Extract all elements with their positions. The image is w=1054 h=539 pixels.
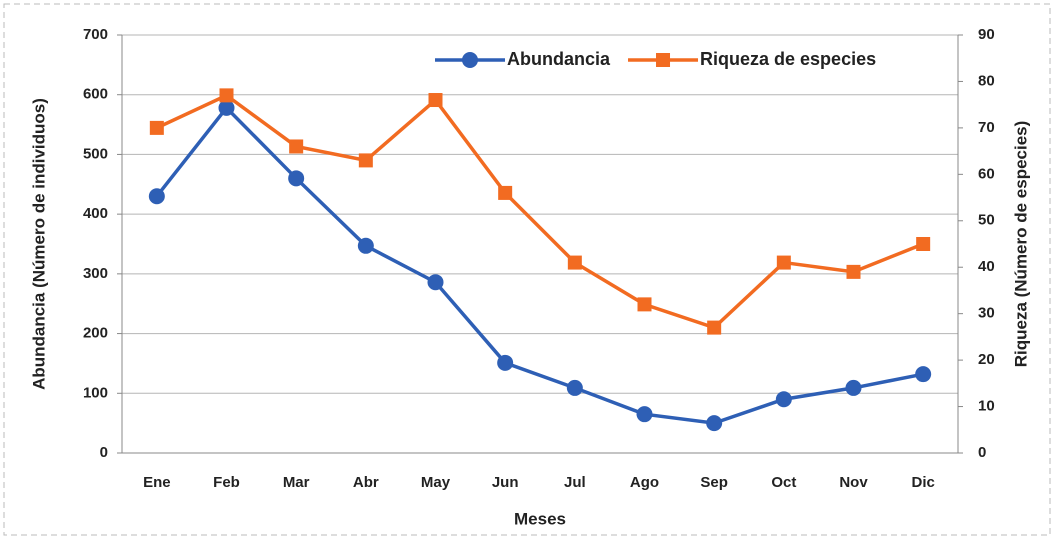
x-tick-label: Mar xyxy=(283,474,310,491)
legend-marker xyxy=(656,53,671,67)
x-tick-label: Oct xyxy=(771,474,796,491)
y-tick-label: 500 xyxy=(83,145,108,162)
marker xyxy=(637,297,652,312)
marker xyxy=(357,237,374,254)
y2-tick-label: 10 xyxy=(978,398,995,415)
x-tick-label: Feb xyxy=(213,474,240,491)
marker xyxy=(289,139,304,154)
series-line xyxy=(155,105,924,425)
marker xyxy=(358,153,373,168)
x-tick-label: Ago xyxy=(630,474,659,491)
legend-label: Abundancia xyxy=(507,49,611,69)
y2-tick-label: 30 xyxy=(978,305,995,322)
marker xyxy=(915,366,932,383)
y-tick-label: 300 xyxy=(83,265,108,282)
y2-tick-label: 20 xyxy=(978,351,995,368)
marker xyxy=(148,188,165,205)
y-tick-label: 100 xyxy=(83,384,108,401)
marker xyxy=(775,391,792,408)
x-tick-label: Jun xyxy=(492,474,519,491)
y-axis-label: Abundancia (Número de individuos) xyxy=(29,98,48,390)
x-tick-label: Jul xyxy=(564,474,586,491)
marker xyxy=(707,320,722,335)
y-tick-label: 0 xyxy=(100,444,108,461)
marker xyxy=(567,255,582,270)
y-tick-label: 200 xyxy=(83,325,108,342)
frame xyxy=(3,3,1051,536)
legend-label: Riqueza de especies xyxy=(700,49,876,69)
marker xyxy=(149,120,164,135)
x-tick-label: Ene xyxy=(143,474,171,491)
marker xyxy=(916,237,931,251)
y2-tick-label: 0 xyxy=(978,444,986,461)
y2-tick-label: 40 xyxy=(978,258,995,275)
marker xyxy=(427,274,444,291)
marker xyxy=(219,88,234,103)
y2-tick-label: 90 xyxy=(978,26,995,43)
x-axis-label: Meses xyxy=(514,509,566,528)
marker xyxy=(846,264,861,279)
x-tick-label: Nov xyxy=(839,474,868,491)
legend-marker xyxy=(462,52,478,68)
x-tick-label: May xyxy=(421,474,451,491)
marker xyxy=(706,415,723,432)
marker xyxy=(845,379,862,396)
marker xyxy=(636,406,653,423)
marker xyxy=(218,99,235,116)
y-tick-label: 700 xyxy=(83,26,108,43)
y-tick-label: 600 xyxy=(83,86,108,103)
marker xyxy=(498,185,513,200)
marker xyxy=(428,93,443,108)
marker xyxy=(776,255,791,270)
x-tick-label: Dic xyxy=(911,474,934,491)
marker xyxy=(566,379,583,396)
x-tick-label: Abr xyxy=(353,474,379,491)
x-tick-label: Sep xyxy=(700,474,728,491)
y-tick-label: 400 xyxy=(83,205,108,222)
y2-axis-label: Riqueza (Número de especies) xyxy=(1011,121,1030,368)
marker xyxy=(288,170,305,187)
y2-tick-label: 50 xyxy=(978,212,995,229)
y2-tick-label: 80 xyxy=(978,72,995,89)
y2-tick-label: 70 xyxy=(978,119,995,136)
series-line xyxy=(156,93,924,330)
y2-tick-label: 60 xyxy=(978,165,995,182)
marker xyxy=(497,354,514,371)
